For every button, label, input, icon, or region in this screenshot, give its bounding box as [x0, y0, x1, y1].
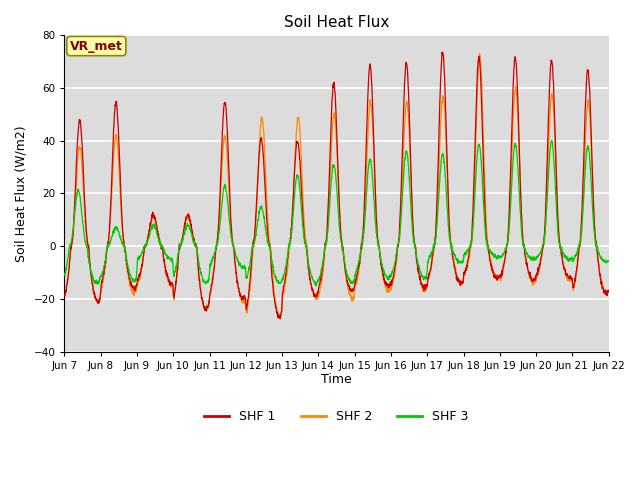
Line: SHF 1: SHF 1 [65, 52, 609, 319]
Text: VR_met: VR_met [70, 39, 123, 53]
SHF 2 [605, 287, 612, 293]
SHF 2 [572, 273, 580, 278]
SHF 1 [276, 316, 284, 322]
Title: Soil Heat Flux: Soil Heat Flux [284, 15, 389, 30]
SHF 3 [212, 243, 220, 249]
SHF 2 [61, 292, 68, 298]
Line: SHF 2: SHF 2 [65, 54, 609, 318]
SHF 1 [364, 85, 372, 91]
SHF 1 [572, 270, 580, 276]
SHF 1 [605, 289, 612, 295]
SHF 3 [495, 255, 502, 261]
SHF 2 [476, 51, 483, 57]
SHF 2 [212, 244, 220, 250]
SHF 1 [495, 273, 503, 279]
SHF 2 [353, 280, 360, 286]
SHF 1 [353, 276, 360, 281]
SHF 1 [557, 246, 565, 252]
SHF 2 [557, 248, 565, 254]
SHF 3 [557, 245, 565, 251]
SHF 3 [61, 273, 68, 278]
SHF 3 [605, 258, 612, 264]
SHF 3 [312, 283, 320, 289]
SHF 2 [276, 315, 284, 321]
SHF 3 [353, 268, 360, 274]
Line: SHF 3: SHF 3 [65, 141, 609, 286]
Legend: SHF 1, SHF 2, SHF 3: SHF 1, SHF 2, SHF 3 [200, 405, 474, 428]
SHF 1 [61, 291, 68, 297]
X-axis label: Time: Time [321, 373, 352, 386]
Y-axis label: Soil Heat Flux (W/m2): Soil Heat Flux (W/m2) [15, 125, 28, 262]
SHF 1 [212, 246, 220, 252]
SHF 2 [364, 123, 372, 129]
SHF 3 [548, 138, 556, 144]
SHF 1 [438, 49, 446, 55]
SHF 3 [572, 252, 580, 258]
SHF 3 [364, 168, 372, 173]
SHF 2 [495, 274, 503, 279]
